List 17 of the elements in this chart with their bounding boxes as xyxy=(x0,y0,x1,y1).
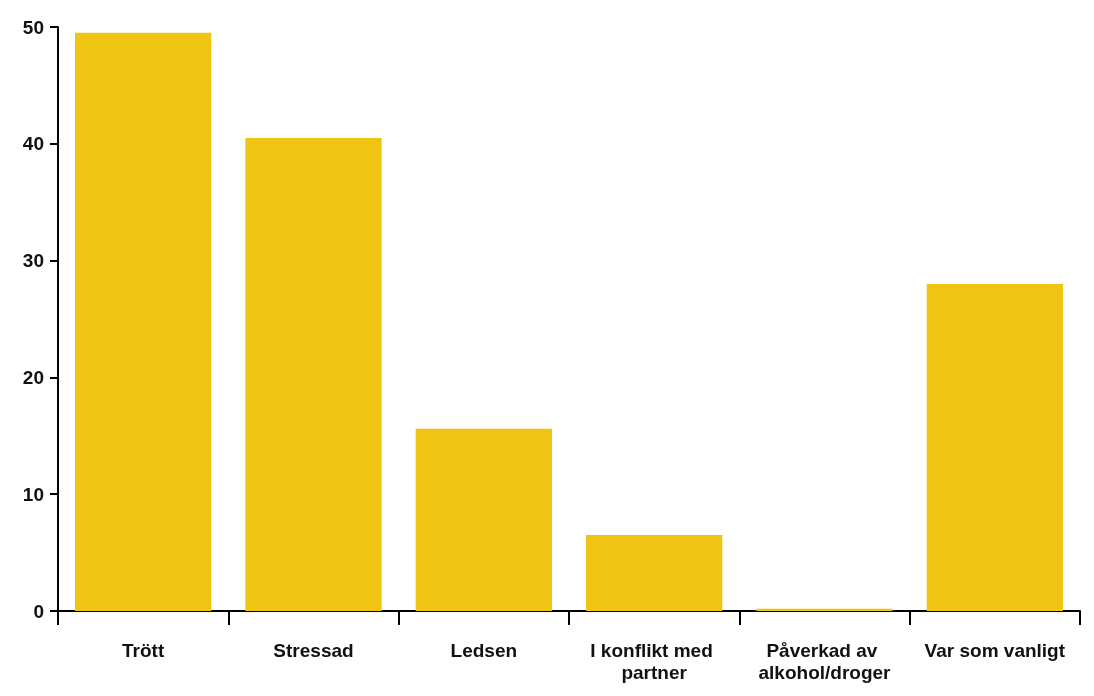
y-tick-label: 20 xyxy=(22,366,44,388)
bar xyxy=(926,283,1063,611)
x-tick-label: Var som vanligt xyxy=(924,639,1066,661)
x-tick-label: Påverkad av alkohol/droger xyxy=(758,639,892,683)
bar xyxy=(415,428,552,611)
bar xyxy=(75,32,212,611)
x-tick-label: Trött xyxy=(122,639,165,661)
y-tick-label: 30 xyxy=(22,250,44,272)
y-tick-label: 0 xyxy=(33,600,44,622)
bar xyxy=(586,535,723,611)
x-tick-label: Stressad xyxy=(273,639,354,661)
x-tick-label: I konflikt med partner xyxy=(590,639,719,683)
x-tick-label: Ledsen xyxy=(450,639,518,661)
y-tick-label: 40 xyxy=(22,133,44,155)
y-tick-label: 50 xyxy=(22,16,44,38)
bar xyxy=(245,137,382,611)
y-tick-label: 10 xyxy=(22,483,44,505)
